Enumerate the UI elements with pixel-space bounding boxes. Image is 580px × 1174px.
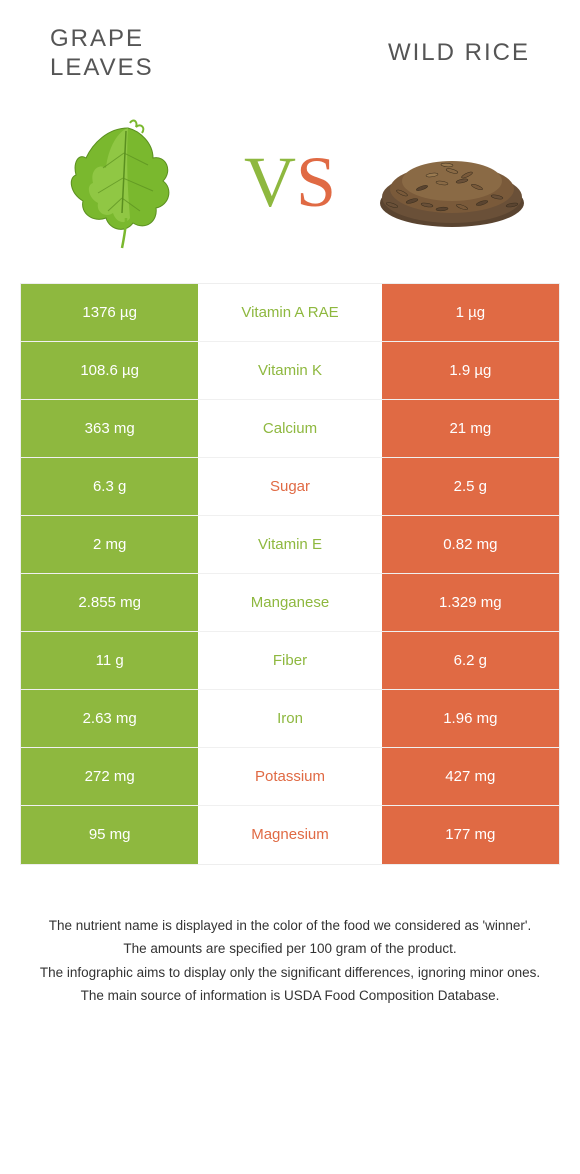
table-row: 2 mgVitamin E0.82 mg bbox=[21, 516, 559, 574]
vs-s: S bbox=[296, 142, 336, 222]
right-value: 1.96 mg bbox=[380, 690, 559, 747]
left-value: 6.3 g bbox=[21, 458, 200, 515]
nutrient-label: Iron bbox=[200, 690, 379, 747]
vs-v: V bbox=[244, 142, 296, 222]
table-row: 363 mgCalcium21 mg bbox=[21, 400, 559, 458]
right-value: 1.9 µg bbox=[380, 342, 559, 399]
left-title-line1: GRAPE bbox=[50, 25, 144, 52]
footer-line-1: The nutrient name is displayed in the co… bbox=[30, 915, 550, 937]
right-value: 1.329 mg bbox=[380, 574, 559, 631]
table-row: 1376 µgVitamin A RAE1 µg bbox=[21, 284, 559, 342]
left-value: 1376 µg bbox=[21, 284, 200, 341]
left-value: 2.63 mg bbox=[21, 690, 200, 747]
left-value: 363 mg bbox=[21, 400, 200, 457]
left-food-title: GRAPE LEAVES bbox=[50, 25, 154, 83]
footer-line-3: The infographic aims to display only the… bbox=[30, 962, 550, 984]
nutrient-label: Vitamin A RAE bbox=[200, 284, 379, 341]
grape-leaf-image bbox=[48, 113, 208, 253]
right-value: 21 mg bbox=[380, 400, 559, 457]
right-food-title: WILD RICE bbox=[388, 39, 530, 68]
right-value: 1 µg bbox=[380, 284, 559, 341]
nutrient-label: Calcium bbox=[200, 400, 379, 457]
table-row: 6.3 gSugar2.5 g bbox=[21, 458, 559, 516]
nutrient-label: Magnesium bbox=[200, 806, 379, 864]
left-value: 2 mg bbox=[21, 516, 200, 573]
right-value: 2.5 g bbox=[380, 458, 559, 515]
nutrient-label: Vitamin K bbox=[200, 342, 379, 399]
footer-line-4: The main source of information is USDA F… bbox=[30, 985, 550, 1007]
nutrient-label: Vitamin E bbox=[200, 516, 379, 573]
table-row: 11 gFiber6.2 g bbox=[21, 632, 559, 690]
footer-notes: The nutrient name is displayed in the co… bbox=[0, 865, 580, 1007]
nutrient-label: Sugar bbox=[200, 458, 379, 515]
table-row: 2.855 mgManganese1.329 mg bbox=[21, 574, 559, 632]
left-value: 2.855 mg bbox=[21, 574, 200, 631]
nutrient-label: Fiber bbox=[200, 632, 379, 689]
right-value: 0.82 mg bbox=[380, 516, 559, 573]
wild-rice-icon bbox=[372, 133, 532, 233]
right-value: 6.2 g bbox=[380, 632, 559, 689]
grape-leaf-icon bbox=[58, 113, 198, 253]
footer-line-2: The amounts are specified per 100 gram o… bbox=[30, 938, 550, 960]
images-row: VS bbox=[0, 93, 580, 283]
table-row: 95 mgMagnesium177 mg bbox=[21, 806, 559, 864]
nutrient-label: Manganese bbox=[200, 574, 379, 631]
nutrient-label: Potassium bbox=[200, 748, 379, 805]
table-row: 272 mgPotassium427 mg bbox=[21, 748, 559, 806]
left-value: 272 mg bbox=[21, 748, 200, 805]
vs-label: VS bbox=[244, 141, 336, 224]
wild-rice-image bbox=[372, 113, 532, 253]
header: GRAPE LEAVES WILD RICE bbox=[0, 0, 580, 93]
left-title-line2: LEAVES bbox=[50, 54, 154, 81]
nutrient-table: 1376 µgVitamin A RAE1 µg108.6 µgVitamin … bbox=[20, 283, 560, 865]
right-value: 177 mg bbox=[380, 806, 559, 864]
left-value: 108.6 µg bbox=[21, 342, 200, 399]
table-row: 108.6 µgVitamin K1.9 µg bbox=[21, 342, 559, 400]
table-row: 2.63 mgIron1.96 mg bbox=[21, 690, 559, 748]
right-value: 427 mg bbox=[380, 748, 559, 805]
left-value: 11 g bbox=[21, 632, 200, 689]
left-value: 95 mg bbox=[21, 806, 200, 864]
